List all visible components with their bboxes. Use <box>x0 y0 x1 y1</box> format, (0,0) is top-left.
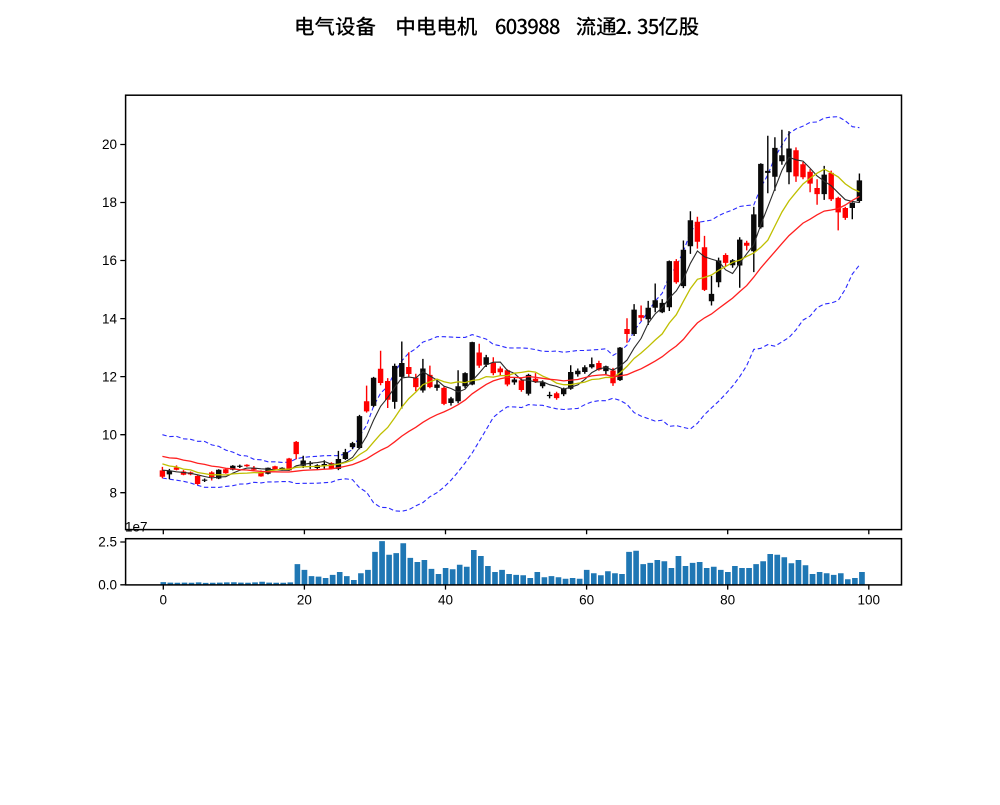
svg-text:80: 80 <box>720 593 735 608</box>
svg-text:2.5: 2.5 <box>98 535 117 550</box>
svg-text:20: 20 <box>102 137 117 152</box>
svg-text:60: 60 <box>579 593 594 608</box>
svg-text:100: 100 <box>858 593 881 608</box>
svg-text:20: 20 <box>297 593 312 608</box>
svg-text:1e7: 1e7 <box>125 520 148 535</box>
svg-text:8: 8 <box>109 485 117 500</box>
svg-text:0.0: 0.0 <box>98 577 117 592</box>
svg-text:40: 40 <box>438 593 453 608</box>
svg-text:18: 18 <box>102 195 117 210</box>
svg-text:12: 12 <box>102 369 117 384</box>
svg-text:16: 16 <box>102 253 117 268</box>
svg-text:0: 0 <box>160 593 168 608</box>
svg-text:14: 14 <box>102 311 118 326</box>
svg-text:10: 10 <box>102 427 117 442</box>
